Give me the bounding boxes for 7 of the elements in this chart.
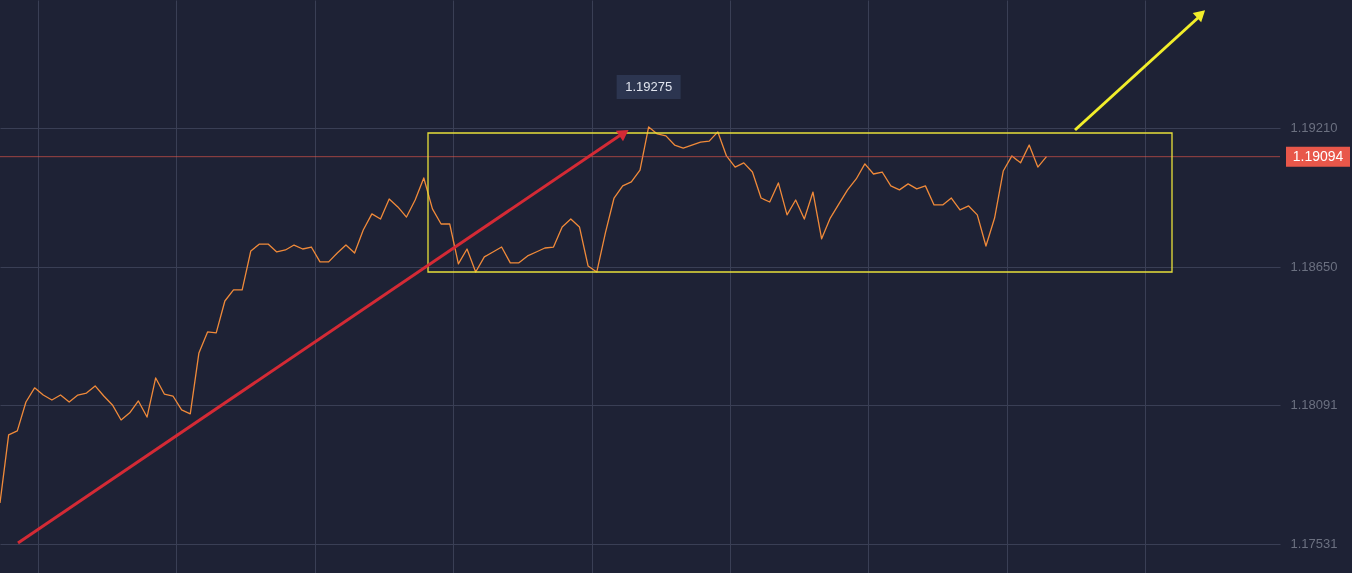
ref-line-label: 1.19094	[1292, 147, 1344, 164]
annotation: 1.19275	[625, 78, 673, 94]
y-tick-label: 1.18650	[1290, 259, 1338, 275]
line-series	[0, 126, 1048, 504]
y-tick-label: 1.17531	[1290, 536, 1338, 552]
y-tick-label: 1.18091	[1290, 397, 1338, 413]
y-tick-label: 1.19210	[1290, 120, 1338, 136]
